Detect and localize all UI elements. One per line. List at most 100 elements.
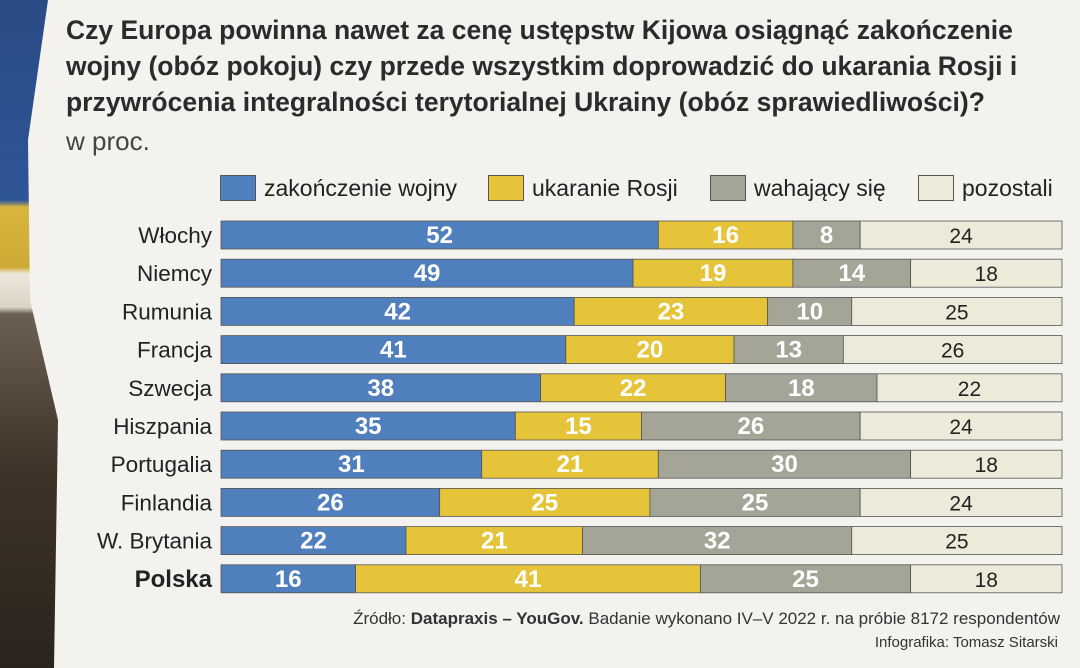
- legend-label-punish-russia: ukaranie Rosji: [532, 174, 678, 201]
- category-label: Finlandia: [121, 490, 213, 515]
- data-label: 25: [531, 489, 558, 516]
- data-label: 49: [414, 260, 441, 287]
- data-label: 26: [317, 489, 344, 516]
- source-note: Źródło: Datapraxis – YouGov. Badanie wyk…: [353, 609, 1060, 629]
- infographic-credit: Infografika: Tomasz Sitarski: [874, 634, 1058, 651]
- data-label: 21: [481, 528, 508, 555]
- bar-segment: [733, 335, 844, 365]
- bar-segment: [220, 373, 541, 403]
- bar-segment: [657, 220, 794, 250]
- data-label: 19: [700, 260, 727, 287]
- category-label: Włochy: [138, 223, 213, 248]
- bar-segment: [851, 296, 1063, 326]
- bar-segment: [910, 258, 1063, 288]
- data-label: 10: [796, 298, 823, 325]
- data-label: 24: [949, 492, 973, 515]
- data-label: 20: [637, 337, 664, 364]
- legend-swatch-others: [918, 175, 954, 201]
- bar-segment: [657, 449, 912, 479]
- data-label: 32: [704, 528, 731, 555]
- legend-label-war-end: zakończenie wojny: [264, 174, 458, 201]
- bar-segment: [439, 487, 651, 517]
- legend-item-undecided: wahający się: [710, 172, 886, 204]
- bar-segment: [792, 258, 912, 288]
- bar-segment: [859, 220, 1063, 250]
- bar-segment: [851, 526, 1063, 555]
- data-label: 26: [941, 340, 964, 363]
- data-label: 16: [275, 566, 302, 593]
- legend-swatch-undecided: [710, 175, 746, 201]
- data-label: 25: [792, 566, 819, 593]
- legend-swatch-punish-russia: [488, 175, 524, 201]
- data-label: 52: [426, 222, 453, 249]
- data-label: 22: [300, 528, 327, 555]
- data-label: 16: [712, 222, 739, 249]
- data-label: 25: [945, 531, 968, 554]
- source-text: Badanie wykonano IV–V 2022 r. na próbie …: [588, 609, 1060, 628]
- data-label: 23: [658, 298, 685, 325]
- bar-segment: [220, 220, 659, 250]
- bar-segment: [632, 258, 794, 288]
- category-label: Szwecja: [128, 376, 212, 401]
- legend-label-undecided: wahający się: [754, 174, 886, 201]
- bar-segment: [910, 449, 1063, 479]
- bar-segment: [514, 411, 642, 441]
- data-label: 14: [838, 260, 865, 287]
- bar-segment: [220, 296, 575, 326]
- bar-segment: [767, 296, 853, 326]
- data-label: 21: [557, 451, 584, 478]
- data-label: 15: [565, 413, 592, 440]
- category-label: Rumunia: [122, 299, 213, 324]
- data-label: 25: [945, 301, 968, 324]
- data-label: 18: [975, 263, 998, 286]
- bar-segment: [641, 411, 861, 441]
- unit-label: w proc.: [66, 126, 150, 156]
- bar-segment: [540, 373, 727, 403]
- legend-item-punish-russia: ukaranie Rosji: [488, 172, 678, 204]
- data-label: 35: [355, 413, 382, 440]
- category-label: Francja: [137, 338, 213, 363]
- data-label: 18: [975, 454, 998, 477]
- bar-segment: [220, 449, 483, 479]
- data-label: 41: [380, 337, 407, 364]
- data-label: 24: [949, 225, 973, 248]
- bar-segment: [876, 373, 1063, 403]
- data-label: 22: [958, 378, 981, 401]
- data-label: 42: [384, 298, 411, 325]
- bar-segment: [565, 335, 735, 365]
- chart-title: Czy Europa powinna nawet za cenę ustępst…: [66, 15, 1018, 117]
- legend-swatch-war-end: [220, 175, 256, 201]
- data-label: 13: [775, 337, 802, 364]
- data-label: 26: [737, 413, 764, 440]
- category-label: Portugalia: [111, 452, 213, 477]
- data-label: 24: [949, 416, 973, 439]
- bar-segment: [859, 411, 1063, 441]
- bar-segment: [725, 373, 878, 403]
- category-label: W. Brytania: [97, 529, 213, 554]
- legend-item-others: pozostali: [918, 172, 1053, 204]
- bar-segment: [220, 258, 634, 288]
- category-label: Niemcy: [137, 261, 213, 286]
- data-label: 31: [338, 451, 365, 478]
- bar-segment: [792, 220, 861, 250]
- legend: zakończenie wojny ukaranie Rosji wahając…: [220, 172, 1070, 204]
- legend-label-others: pozostali: [962, 174, 1053, 201]
- bar-segment: [220, 335, 567, 365]
- data-label: 30: [771, 451, 798, 478]
- bar-segment: [910, 564, 1063, 594]
- bar-segment: [842, 335, 1063, 365]
- data-label: 22: [620, 375, 647, 402]
- data-label: 25: [742, 489, 769, 516]
- bar-segment: [481, 449, 659, 479]
- bar-segment: [699, 564, 912, 594]
- bar-segment: [355, 564, 701, 594]
- bar-segment: [859, 487, 1063, 517]
- data-label: 41: [515, 566, 542, 593]
- bar-segment: [220, 411, 516, 441]
- category-label: Polska: [135, 566, 213, 593]
- data-label: 18: [975, 569, 998, 592]
- category-label: Hiszpania: [113, 414, 212, 439]
- legend-item-war-end: zakończenie wojny: [220, 172, 457, 204]
- source-name: Datapraxis – YouGov.: [410, 609, 584, 628]
